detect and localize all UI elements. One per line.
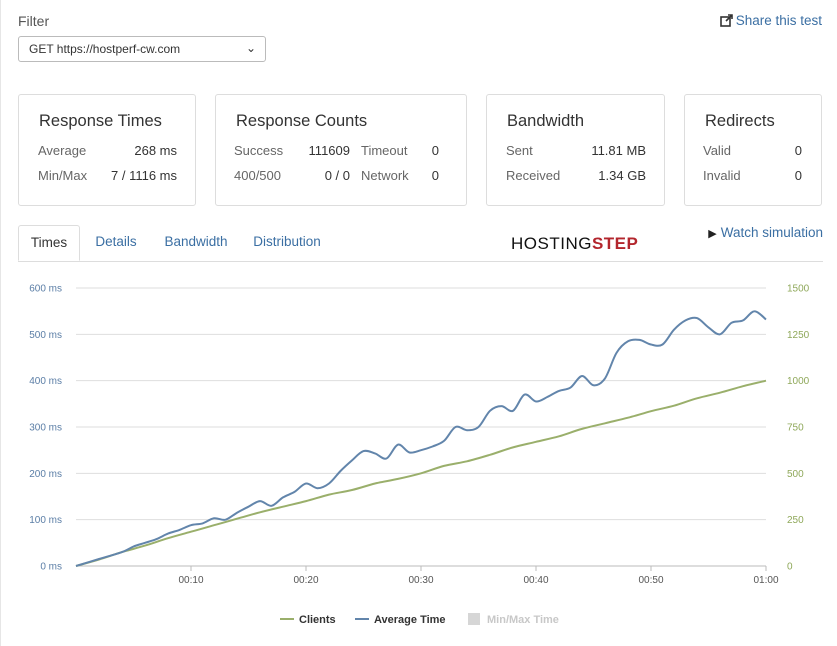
tab-distribution[interactable]: Distribution [253, 234, 321, 249]
watch-simulation-link[interactable]: ▶ Watch simulation [708, 225, 823, 240]
sent-value: 11.81 MB [591, 143, 646, 158]
tab-details[interactable]: Details [95, 234, 137, 249]
success-value: 111609 [308, 143, 350, 158]
valid-value: 0 [794, 143, 802, 158]
legend-clients-label: Clients [299, 614, 336, 626]
card-title: Response Times [39, 112, 162, 130]
tabs-divider [18, 261, 823, 262]
share-label: Share this test [735, 13, 822, 28]
x-axis-tick-label: 00:10 [178, 575, 203, 586]
x-axis-tick-label: 00:40 [523, 575, 548, 586]
minmax-value: 7 / 1116 ms [111, 168, 177, 183]
left-panel-edge [0, 0, 1, 646]
card-title: Redirects [705, 112, 775, 130]
x-axis-tick-label: 00:30 [408, 575, 433, 586]
card-title: Response Counts [236, 112, 368, 130]
response-times-card: Response Times Average 268 ms Min/Max 7 … [18, 94, 196, 206]
valid-label: Valid [703, 143, 731, 158]
left-axis-tick-label: 500 ms [29, 330, 62, 341]
received-value: 1.34 GB [598, 168, 646, 183]
network-value: 0 [431, 168, 439, 183]
chevron-down-icon: ⌄ [245, 41, 256, 55]
sent-label: Sent [506, 143, 533, 158]
success-label: Success [234, 143, 284, 158]
share-link[interactable]: Share this test [719, 13, 822, 28]
network-label: Network [361, 168, 409, 183]
clients-series-line [75, 379, 767, 567]
filter-label: Filter [18, 13, 50, 29]
watch-simulation-label: Watch simulation [720, 225, 823, 240]
chart-grid [76, 287, 766, 567]
play-icon: ▶ [708, 228, 717, 240]
tab-bandwidth[interactable]: Bandwidth [164, 234, 228, 249]
average-label: Average [38, 143, 87, 158]
legend-min-max-time-label: Min/Max Time [487, 614, 559, 626]
left-axis-tick-label: 300 ms [29, 423, 62, 434]
right-axis-tick-label: 750 [787, 423, 804, 434]
x-axis-tick-label: 00:50 [638, 575, 663, 586]
right-axis-tick-label: 0 [787, 562, 793, 573]
x-axis-ticks: 00:10 00:20 00:30 00:40 00:50 01:00 [178, 566, 779, 586]
hostingstep-logo: HOSTINGSTEP [511, 234, 639, 253]
share-icon [719, 14, 733, 27]
left-axis-tick-label: 200 ms [29, 469, 62, 480]
right-axis-tick-label: 250 [787, 515, 804, 526]
bandwidth-card: Bandwidth Sent 11.81 MB Received 1.34 GB [486, 94, 665, 206]
response-counts-card: Response Counts Success 111609 Timeout 0… [215, 94, 467, 206]
filter-selected-value: GET https://hostperf-cw.com [29, 42, 181, 56]
average-value: 268 ms [134, 143, 177, 158]
chart-series [75, 310, 767, 567]
left-axis-ticks: 0 ms 100 ms 200 ms 300 ms 400 ms 500 ms 600 ms [29, 284, 62, 573]
right-axis-tick-label: 1500 [787, 284, 810, 295]
redirects-card: Redirects Valid 0 Invalid 0 [684, 94, 822, 206]
legend-average-time-label: Average Time [374, 614, 446, 626]
average-time-series-line [75, 310, 767, 567]
invalid-value: 0 [794, 168, 802, 183]
right-axis-ticks: 0 250 500 750 1000 1250 1500 [787, 284, 810, 573]
timeout-value: 0 [431, 143, 439, 158]
tab-times[interactable]: Times [18, 225, 80, 261]
errors-value: 0 / 0 [324, 168, 350, 183]
received-label: Received [506, 168, 561, 183]
left-axis-tick-label: 0 ms [40, 562, 62, 573]
left-axis-tick-label: 100 ms [29, 515, 62, 526]
x-axis-tick-label: 01:00 [753, 575, 778, 586]
right-axis-tick-label: 1250 [787, 330, 810, 341]
errors-label: 400/500 [234, 168, 281, 183]
right-axis-tick-label: 1000 [787, 376, 810, 387]
card-title: Bandwidth [507, 112, 585, 130]
invalid-label: Invalid [703, 168, 741, 183]
right-axis-tick-label: 500 [787, 469, 804, 480]
left-axis-tick-label: 400 ms [29, 376, 62, 387]
chart-legend: Clients Average Time Min/Max Time [280, 613, 559, 626]
request-filter-select[interactable]: GET https://hostperf-cw.com ⌄ [18, 36, 266, 62]
x-axis-tick-label: 00:20 [293, 575, 318, 586]
minmax-label: Min/Max [38, 168, 88, 183]
legend-min-max-time-swatch [468, 613, 480, 625]
timeout-label: Timeout [361, 143, 408, 158]
left-axis-tick-label: 600 ms [29, 284, 62, 295]
